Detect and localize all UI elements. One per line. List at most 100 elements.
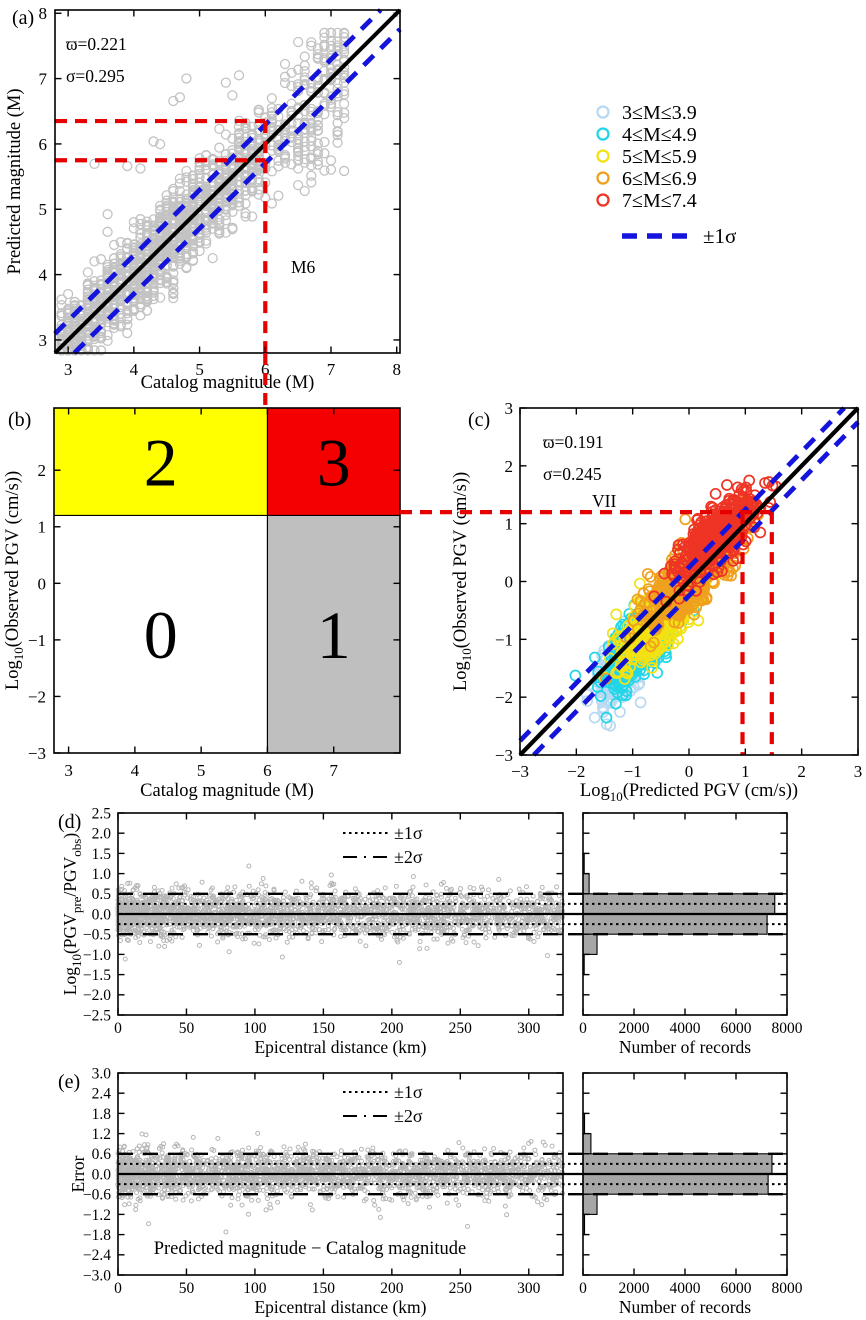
legend-sigma-label: ±1σ (703, 224, 736, 248)
alert-quadrant-3 (267, 408, 400, 516)
tick-label: 3 (505, 399, 514, 418)
tick-label: 1.5 (92, 846, 112, 863)
legend-marker-icon (596, 193, 610, 207)
panel-d-points (115, 863, 566, 965)
panel-tag-c: (c) (468, 409, 490, 431)
tick-label: −2.4 (83, 1247, 111, 1264)
legend-marker-icon (596, 149, 610, 163)
tick-label: 5 (195, 360, 204, 379)
tick-label: 3.0 (92, 1065, 112, 1082)
panel-tag-a: (a) (12, 7, 34, 29)
y-axis-label: Error (68, 1155, 88, 1192)
annotation: ϖ=0.191 (543, 432, 604, 452)
quadrant-number: 0 (144, 597, 178, 673)
hist-bar (582, 1133, 592, 1155)
tick-label: 4000 (670, 1280, 701, 1297)
panel-e-labels: 0 50 100 150 200 250 300 3.0 2.4 1.8 1.2 0.6 0.0 −0.6… (58, 1065, 803, 1317)
tick-label: 1 (741, 762, 750, 781)
tick-label: 2.4 (92, 1086, 112, 1103)
tick-label: 5 (197, 761, 206, 780)
tick-label: 0 (114, 1280, 122, 1297)
tick-label: 50 (179, 1020, 195, 1037)
alert-quadrant-2 (54, 408, 268, 516)
x-axis-label: Epicentral distance (km) (254, 1297, 426, 1317)
x-axis-label: Epicentral distance (km) (254, 1037, 426, 1057)
tick-label: 1 (505, 515, 514, 534)
tick-label: 200 (380, 1280, 404, 1297)
tick-label: 6 (39, 135, 48, 154)
tick-label: 200 (380, 1020, 404, 1037)
panel-b-frame (53, 407, 401, 754)
panel-tag-b: (b) (8, 409, 31, 431)
panel-a: 3 4 5 6 7 8 3 4 5 6 7 8 Catalog magnitude (M) Predict… (5, 4, 402, 393)
x-axis-label: Catalog magnitude (M) (141, 373, 315, 393)
tick-label: 300 (517, 1020, 541, 1037)
tick-label: 3 (64, 761, 73, 780)
red-connectors (263, 353, 771, 515)
tick-label: 2000 (619, 1280, 650, 1297)
tick-label: −2.5 (83, 1007, 111, 1024)
panel-a-labels: 3 4 5 6 7 8 3 4 5 6 7 8 Catalog magnitude (M) Predict… (5, 4, 401, 393)
panel-d-labels: 0 50 100 150 200 250 300 2.5 2.0 1.5 1.0 0.5 0.0 −0.5… (58, 805, 803, 1057)
tick-label: −1.8 (83, 1227, 111, 1244)
tick-label: 0 (579, 1280, 587, 1297)
tick-label: −3 (511, 762, 529, 781)
tick-label: −1 (624, 762, 642, 781)
annotation: VII (592, 491, 616, 511)
panel-note: Predicted magnitude − Catalog magnitude (154, 1239, 467, 1259)
inplot-legend-label: ±1σ (394, 1082, 423, 1102)
tick-label: −0.6 (83, 1187, 111, 1204)
tick-label: 300 (517, 1280, 541, 1297)
legend-label: 4≤M≤4.9 (622, 124, 697, 146)
tick-label: 0 (685, 762, 694, 781)
inplot-legend-label: ±2σ (394, 1106, 423, 1126)
annotation: σ=0.295 (66, 66, 125, 86)
tick-label: 2.5 (92, 805, 112, 822)
panel-tag-d: (d) (58, 811, 81, 833)
y-axis-label: Log10(PGVpre/PGVobs) (60, 833, 84, 996)
panel-b-labels: 3 4 5 6 7 −3 −2 −1 0 1 2 Catalog magnitude (M) Log10… (3, 409, 338, 801)
legend-marker-icon (596, 127, 610, 141)
legend-label: 3≤M≤3.9 (622, 102, 697, 124)
inplot-legend-label: ±1σ (394, 823, 423, 843)
tick-label: −1 (495, 630, 513, 649)
x-axis-label: Log10(Predicted PGV (cm/s)) (580, 781, 798, 804)
tick-label: −3 (495, 746, 513, 765)
tick-label: 0.6 (92, 1146, 112, 1163)
tick-label: −1.2 (83, 1207, 111, 1224)
hist-bar (582, 1193, 598, 1215)
alert-quadrant-0 (54, 515, 268, 753)
tick-label: 100 (243, 1020, 267, 1037)
tick-label: 2 (797, 762, 806, 781)
panel-c-labels: −3 −2 −1 0 1 2 3 −3 −2 −1 0 1 2 3 Log10(Predicted PGV … (451, 399, 862, 804)
tick-label: 0.0 (92, 906, 112, 923)
panel-e-frame (117, 1072, 564, 1276)
tick-label: 0 (114, 1020, 122, 1037)
panel-e-ref-lines (118, 1152, 787, 1196)
tick-label: 7 (327, 360, 336, 379)
tick-label: 0 (579, 1020, 587, 1037)
y-axis-label: Predicted magnitude (M) (5, 89, 25, 275)
y-axis-label: Log10(Observed PGV (cm/s)) (3, 471, 26, 690)
tick-label: −1.0 (83, 947, 111, 964)
tick-label: 1.2 (92, 1126, 111, 1143)
tick-label: 1.8 (92, 1106, 112, 1123)
inplot-legend-label: ±2σ (394, 847, 423, 867)
tick-label: 8 (39, 4, 48, 23)
tick-label: 1.0 (92, 866, 112, 883)
panel-a-frame (54, 9, 401, 354)
y-axis-label: Log10(Observed PGV (cm/s)) (451, 472, 474, 691)
hist-bar (582, 933, 598, 955)
annotation: M6 (291, 257, 316, 277)
tick-label: 2000 (619, 1020, 650, 1037)
legend-marker-icon (596, 105, 610, 119)
tick-label: 1 (38, 518, 47, 537)
panel-b: 2 3 0 1 3 4 5 6 7 −3 −2 −1 0 1 2 Catalog magnitude (M) L… (3, 407, 401, 801)
panel-d: 0 50 100 150 200 250 300 2.5 2.0 1.5 1.0 0.5 0.0 −0.5… (58, 805, 803, 1057)
alert-quadrant-1 (267, 515, 400, 753)
tick-label: −2 (495, 688, 513, 707)
tick-label: −2.0 (83, 987, 111, 1004)
panel-c: −3 −2 −1 0 1 2 3 −3 −2 −1 0 1 2 3 Log10(Predicted PGV … (451, 399, 862, 804)
